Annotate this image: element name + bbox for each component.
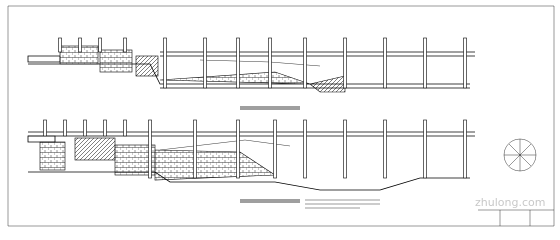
column [303, 37, 307, 89]
north-symbol [503, 138, 537, 172]
watermark: zhulong.com [475, 196, 545, 209]
column [163, 37, 167, 89]
notes [305, 199, 380, 209]
section-upper [27, 45, 475, 93]
column [203, 37, 207, 89]
column [148, 119, 152, 179]
column [103, 119, 107, 137]
column [58, 37, 62, 53]
column [383, 37, 387, 89]
section-caption [240, 199, 300, 203]
column [343, 119, 347, 179]
column [193, 119, 197, 179]
column [123, 119, 127, 137]
drawing-sheet: zhulong.com [7, 5, 555, 227]
column [343, 37, 347, 89]
column [63, 119, 67, 137]
column [43, 119, 47, 137]
masonry-block [39, 141, 66, 171]
masonry-block [99, 49, 133, 73]
columns-upper [58, 37, 467, 89]
column [423, 37, 427, 89]
column [236, 37, 240, 89]
column [98, 37, 102, 53]
column [236, 119, 240, 179]
column [268, 37, 272, 89]
column [83, 119, 87, 137]
column [383, 119, 387, 179]
column [123, 37, 127, 53]
sheet-frame [7, 5, 555, 227]
column [463, 119, 467, 179]
title-block [478, 209, 554, 226]
column [303, 119, 307, 179]
section-caption [240, 106, 300, 110]
ground-line [28, 171, 470, 191]
column [78, 37, 82, 53]
column [423, 119, 427, 179]
masonry-block [74, 137, 116, 161]
columns-lower [43, 119, 467, 179]
column [463, 37, 467, 89]
masonry-block [135, 55, 159, 77]
fill-slope [159, 71, 311, 85]
column [273, 119, 277, 179]
